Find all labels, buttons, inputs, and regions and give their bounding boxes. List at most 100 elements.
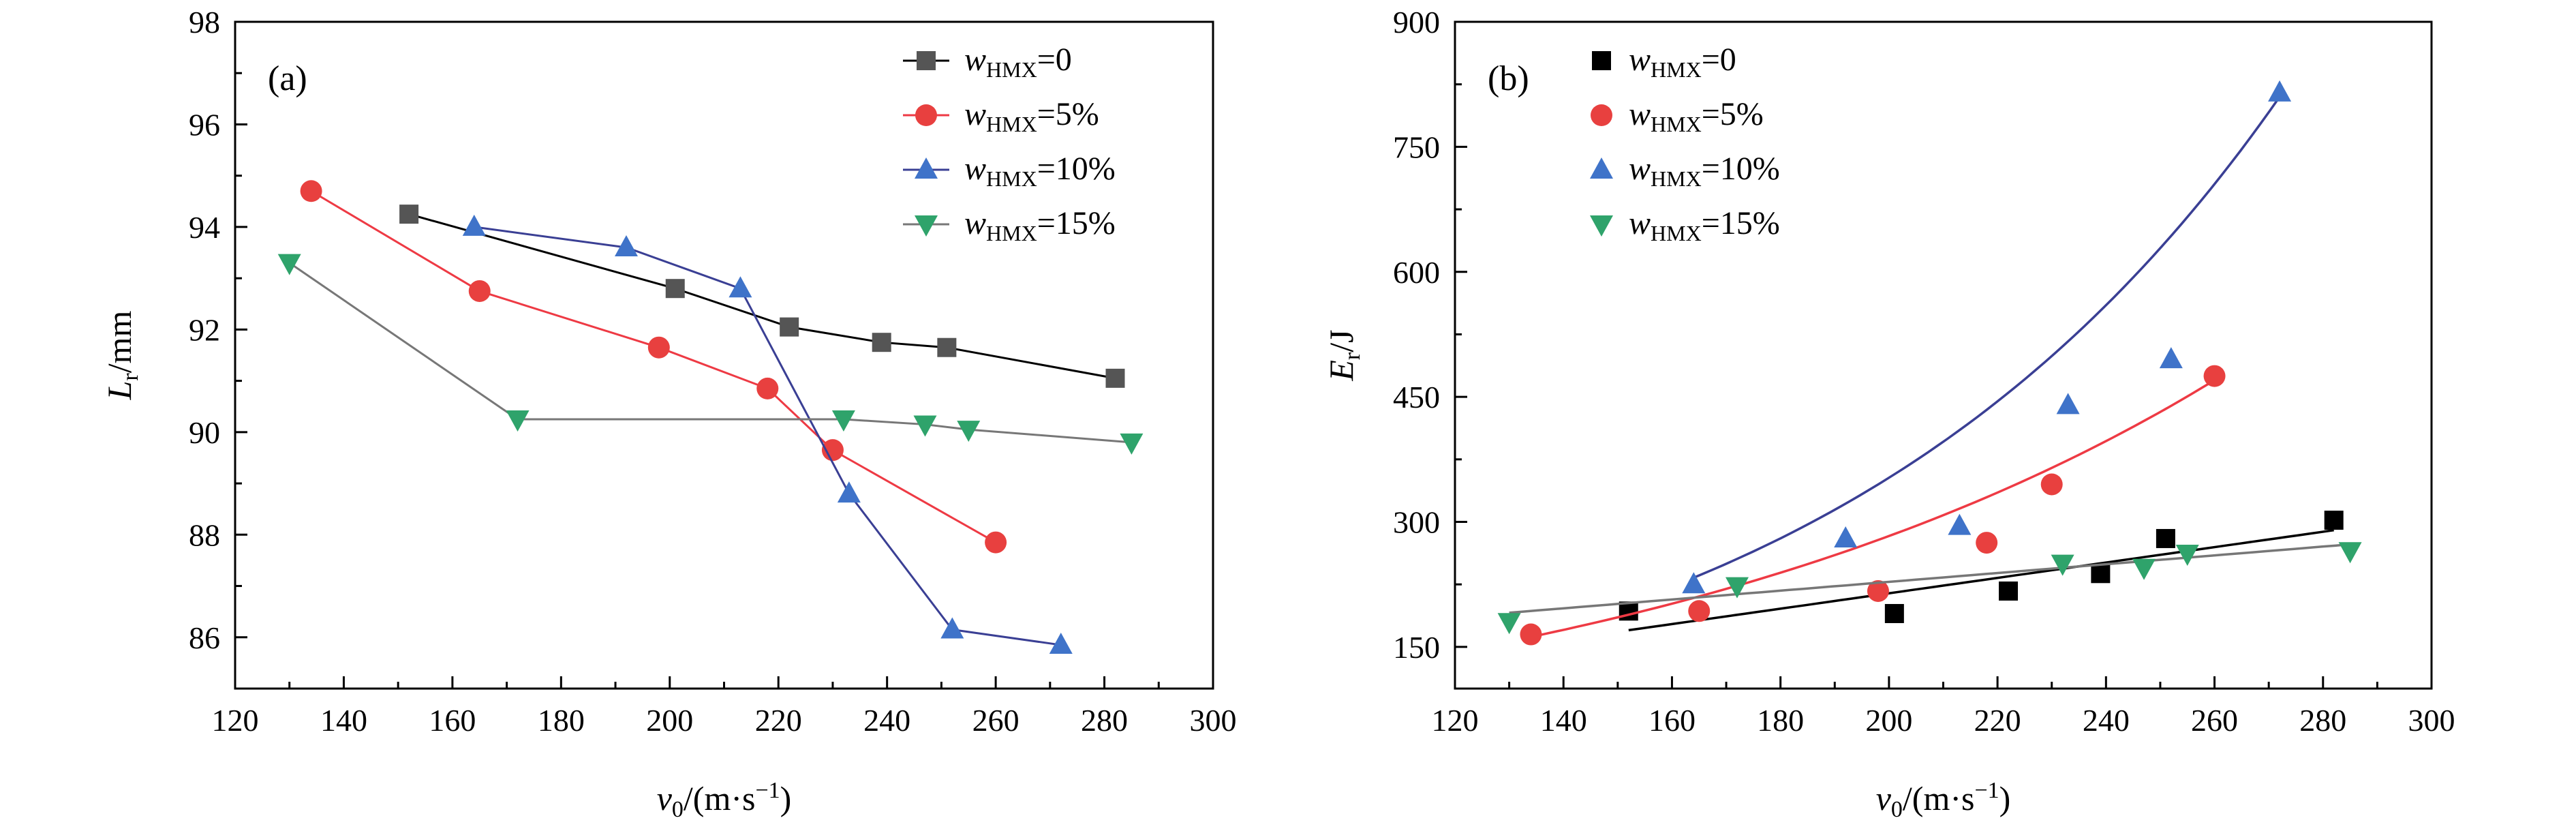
panel-label: (b): [1488, 59, 1529, 98]
y-tick-label: 150: [1393, 630, 1440, 665]
data-point: [2051, 554, 2074, 576]
series-3: [1682, 80, 2292, 594]
x-tick-label: 120: [1432, 703, 1479, 738]
x-tick-label: 120: [212, 703, 259, 738]
x-tick-label: 140: [1540, 703, 1587, 738]
legend-label: wHMX=0: [964, 42, 1072, 82]
data-point: [2159, 347, 2183, 369]
y-tick-label: 90: [189, 415, 220, 450]
y-tick-label: 92: [189, 312, 220, 347]
x-tick-label: 140: [320, 703, 367, 738]
x-axis-label: v0/(m·s−1): [657, 778, 792, 822]
x-tick-label: 300: [2408, 703, 2455, 738]
x-axis-label: v0/(m·s−1): [1876, 778, 2011, 822]
y-tick-label: 450: [1393, 380, 1440, 414]
data-point: [2175, 544, 2199, 566]
x-tick-label: 160: [1649, 703, 1696, 738]
x-tick-label: 260: [2191, 703, 2238, 738]
data-point: [1976, 532, 1998, 554]
fit-curve: [1628, 528, 2334, 632]
data-point: [1520, 623, 1542, 646]
panel-label: (a): [268, 59, 307, 98]
legend-label: wHMX=15%: [964, 205, 1116, 245]
legend-label: wHMX=10%: [964, 151, 1116, 191]
legend-item-1: wHMX=0: [1592, 42, 1736, 82]
data-point: [615, 235, 638, 257]
legend-label: wHMX=15%: [1629, 205, 1780, 245]
legend-label: wHMX=0: [1629, 42, 1736, 82]
y-tick-label: 750: [1393, 130, 1440, 164]
y-tick-label: 88: [189, 517, 220, 552]
legend-item-4: wHMX=15%: [1590, 205, 1780, 245]
legend-item-1: wHMX=0: [903, 42, 1072, 82]
data-point: [1884, 603, 1904, 623]
data-point: [1834, 526, 1858, 547]
series-3: [462, 214, 1073, 654]
legend-marker: [1592, 51, 1611, 70]
data-point: [729, 276, 752, 298]
data-point: [2091, 564, 2111, 584]
x-tick-label: 200: [1865, 703, 1912, 738]
series-line: [474, 226, 1061, 646]
y-axis-label: Lr/mm: [100, 310, 143, 400]
data-point: [462, 214, 486, 236]
data-point: [2268, 80, 2292, 102]
x-tick-label: 200: [646, 703, 693, 738]
series-2: [300, 180, 1007, 554]
y-tick-label: 600: [1393, 255, 1440, 290]
data-point: [2132, 558, 2156, 580]
data-point: [1120, 433, 1144, 455]
legend-item-4: wHMX=15%: [903, 205, 1116, 245]
x-tick-label: 240: [863, 703, 910, 738]
x-tick-label: 280: [2299, 703, 2346, 738]
legend-marker: [915, 215, 938, 237]
x-tick-label: 180: [1757, 703, 1804, 738]
y-axis-label: Er/J: [1322, 329, 1365, 381]
data-point: [1049, 633, 1073, 654]
fit-curve: [1531, 379, 2215, 638]
legend-item-3: wHMX=10%: [903, 151, 1116, 191]
series-line: [288, 262, 1132, 444]
data-point: [647, 336, 670, 359]
legend-label: wHMX=10%: [1629, 151, 1780, 191]
fit-curve: [1509, 543, 2350, 614]
legend-item-2: wHMX=5%: [903, 96, 1099, 136]
data-point: [2338, 542, 2362, 564]
data-point: [2040, 473, 2063, 496]
data-point: [1105, 368, 1125, 388]
x-tick-label: 240: [2083, 703, 2130, 738]
legend-marker: [915, 157, 938, 179]
data-point: [913, 415, 937, 437]
x-tick-label: 280: [1081, 703, 1128, 738]
panel-a-line-chart: 120 140 160 180 200 220 240 260 280 300 86 88 90 92 94…: [100, 5, 1237, 822]
y-tick-label: 900: [1393, 5, 1440, 40]
legend-label: wHMX=5%: [964, 96, 1099, 136]
series-4: [1497, 542, 2362, 635]
y-tick-label: 300: [1393, 505, 1440, 540]
data-point: [300, 180, 322, 202]
x-tick-label: 220: [1974, 703, 2021, 738]
data-point: [1999, 581, 2019, 601]
series-4: [277, 254, 1144, 455]
series-1: [1619, 511, 2344, 632]
data-point: [1725, 577, 1749, 599]
y-tick-label: 86: [189, 620, 220, 655]
series-1: [399, 205, 1125, 388]
legend-item-3: wHMX=10%: [1590, 151, 1780, 191]
data-point: [1688, 600, 1711, 622]
y-tick-label: 94: [189, 210, 220, 245]
data-point: [2324, 511, 2344, 530]
data-point: [468, 280, 491, 302]
x-tick-label: 220: [755, 703, 802, 738]
data-point: [1682, 572, 1706, 594]
x-tick-label: 160: [429, 703, 476, 738]
data-point: [2203, 365, 2226, 387]
data-point: [937, 337, 957, 357]
data-point: [756, 377, 779, 400]
data-point: [2056, 393, 2080, 414]
data-point: [399, 205, 419, 224]
series-line: [310, 190, 996, 543]
data-point: [277, 254, 301, 275]
data-point: [780, 317, 799, 337]
